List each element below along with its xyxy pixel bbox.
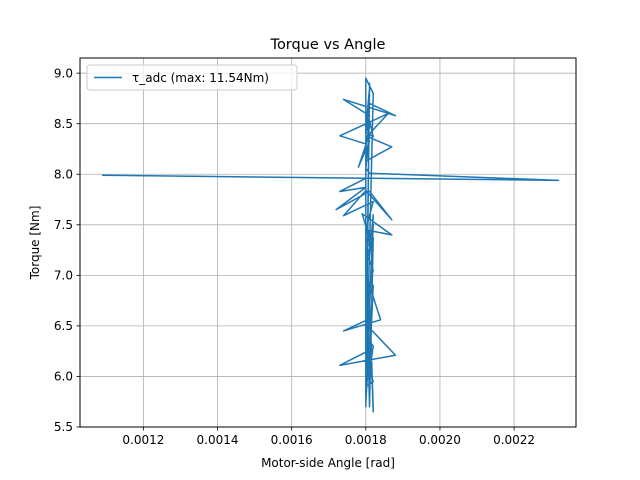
x-tick-label: 0.0012 [122, 433, 164, 447]
x-tick-label: 0.0018 [345, 433, 387, 447]
x-tick-label: 0.0016 [271, 433, 313, 447]
legend: τ_adc (max: 11.54Nm) [86, 64, 298, 91]
y-tick-label: 8.5 [54, 117, 73, 131]
series-line-tau-adc [101, 77, 560, 413]
y-tick-label: 8.0 [54, 167, 73, 181]
series-area [101, 77, 560, 413]
x-tick-label: 0.0020 [419, 433, 461, 447]
plot-frame [79, 57, 577, 428]
axis-ticks: 0.0012 0.0014 0.0016 0.0018 0.0020 0.0022 5.5 6… [54, 66, 535, 447]
y-tick-label: 7.0 [54, 269, 73, 283]
y-tick-label: 9.0 [54, 66, 73, 80]
y-tick-label: 6.5 [54, 319, 73, 333]
x-axis-label: Motor-side Angle [rad] [261, 456, 395, 470]
x-tick-label: 0.0014 [197, 433, 239, 447]
grid [80, 58, 576, 428]
y-axis-label: Torque [Nm] [28, 206, 42, 281]
legend-box [86, 64, 298, 91]
chart-title: Torque vs Angle [270, 37, 386, 53]
legend-label: τ_adc (max: 11.54Nm) [132, 71, 269, 85]
y-tick-label: 5.5 [54, 420, 73, 434]
x-tick-label: 0.0022 [493, 433, 535, 447]
y-tick-label: 6.0 [54, 370, 73, 384]
y-tick-label: 7.5 [54, 218, 73, 232]
